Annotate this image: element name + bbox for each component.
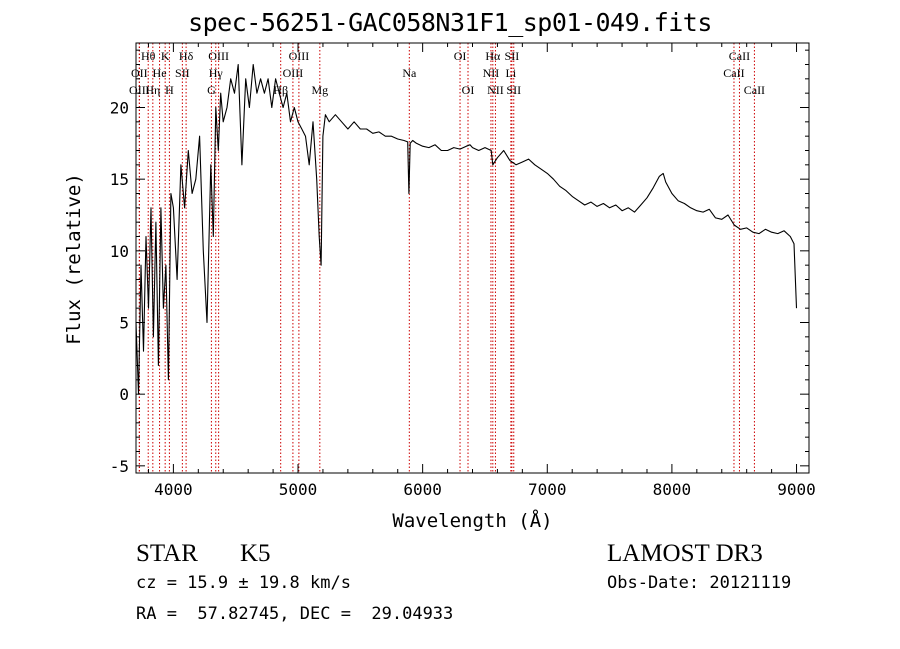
plot-frame bbox=[135, 42, 810, 474]
line-label-14: OIII bbox=[283, 66, 304, 80]
spectrum-series bbox=[135, 63, 798, 395]
line-label-12: Hβ bbox=[273, 83, 288, 97]
line-label-10: Hγ bbox=[209, 66, 224, 80]
x-tick-label: 4000 bbox=[154, 480, 193, 499]
x-tick-label: 6000 bbox=[403, 480, 442, 499]
object-class: STAR bbox=[136, 540, 198, 567]
line-label-5: He bbox=[153, 66, 167, 80]
line-label-9: OIII bbox=[208, 49, 229, 63]
y-tick-label: 0 bbox=[119, 385, 129, 404]
x-tick-label: 9000 bbox=[777, 480, 816, 499]
line-label-6: H bbox=[165, 83, 174, 97]
x-tick-label: 5000 bbox=[279, 480, 318, 499]
spectral-line-markers bbox=[138, 43, 755, 473]
line-label-13: OIII bbox=[289, 49, 310, 63]
line-label-15: Mg bbox=[311, 83, 328, 97]
line-label-18: OI bbox=[462, 83, 475, 97]
plot-axes: 4000 5000 6000 7000 8000 9000 -5 0 5 10 15 20 bbox=[110, 42, 816, 499]
line-label-8: Hδ bbox=[179, 49, 194, 63]
y-tick-label: 15 bbox=[110, 170, 129, 189]
line-label-0: Hθ bbox=[141, 49, 156, 63]
y-axis-label: Flux (relative) bbox=[63, 173, 85, 345]
object-subclass: K5 bbox=[240, 540, 271, 567]
line-label-1: OII bbox=[131, 66, 148, 80]
line-label-24: SII bbox=[506, 83, 521, 97]
line-label-16: Na bbox=[402, 66, 417, 80]
line-label-7: SII bbox=[175, 66, 190, 80]
line-label-19: Hα bbox=[485, 49, 501, 63]
spectrum-line-0 bbox=[135, 63, 798, 395]
line-label-25: CaII bbox=[729, 49, 750, 63]
redshift-cz: cz = 15.9 ± 19.8 km/s bbox=[136, 573, 351, 593]
x-tick-label: 7000 bbox=[528, 480, 567, 499]
line-label-4: K bbox=[161, 49, 170, 63]
y-tick-label: -5 bbox=[110, 457, 129, 476]
chart-title: spec-56251-GAC058N31F1_sp01-049.fits bbox=[188, 8, 712, 37]
y-tick-label: 10 bbox=[110, 242, 129, 261]
ra-dec-coordinates: RA = 57.82745, DEC = 29.04933 bbox=[136, 604, 454, 624]
line-label-27: CaII bbox=[744, 83, 765, 97]
line-label-3: Hη bbox=[145, 83, 160, 97]
line-label-17: OI bbox=[454, 49, 467, 63]
line-label-2: OIII bbox=[129, 83, 150, 97]
x-tick-label: 8000 bbox=[653, 480, 692, 499]
observation-date: Obs-Date: 20121119 bbox=[607, 573, 792, 593]
line-label-21: NII bbox=[483, 66, 500, 80]
line-label-20: SII bbox=[505, 49, 520, 63]
x-axis-label: Wavelength (Å) bbox=[392, 510, 553, 532]
y-tick-label: 20 bbox=[110, 99, 129, 118]
y-tick-label: 5 bbox=[119, 314, 129, 333]
line-label-23: NII bbox=[487, 83, 504, 97]
line-label-26: CaII bbox=[723, 66, 744, 80]
line-label-11: G bbox=[207, 83, 216, 97]
line-label-22: Li bbox=[506, 66, 517, 80]
survey-name: LAMOST DR3 bbox=[607, 540, 763, 567]
